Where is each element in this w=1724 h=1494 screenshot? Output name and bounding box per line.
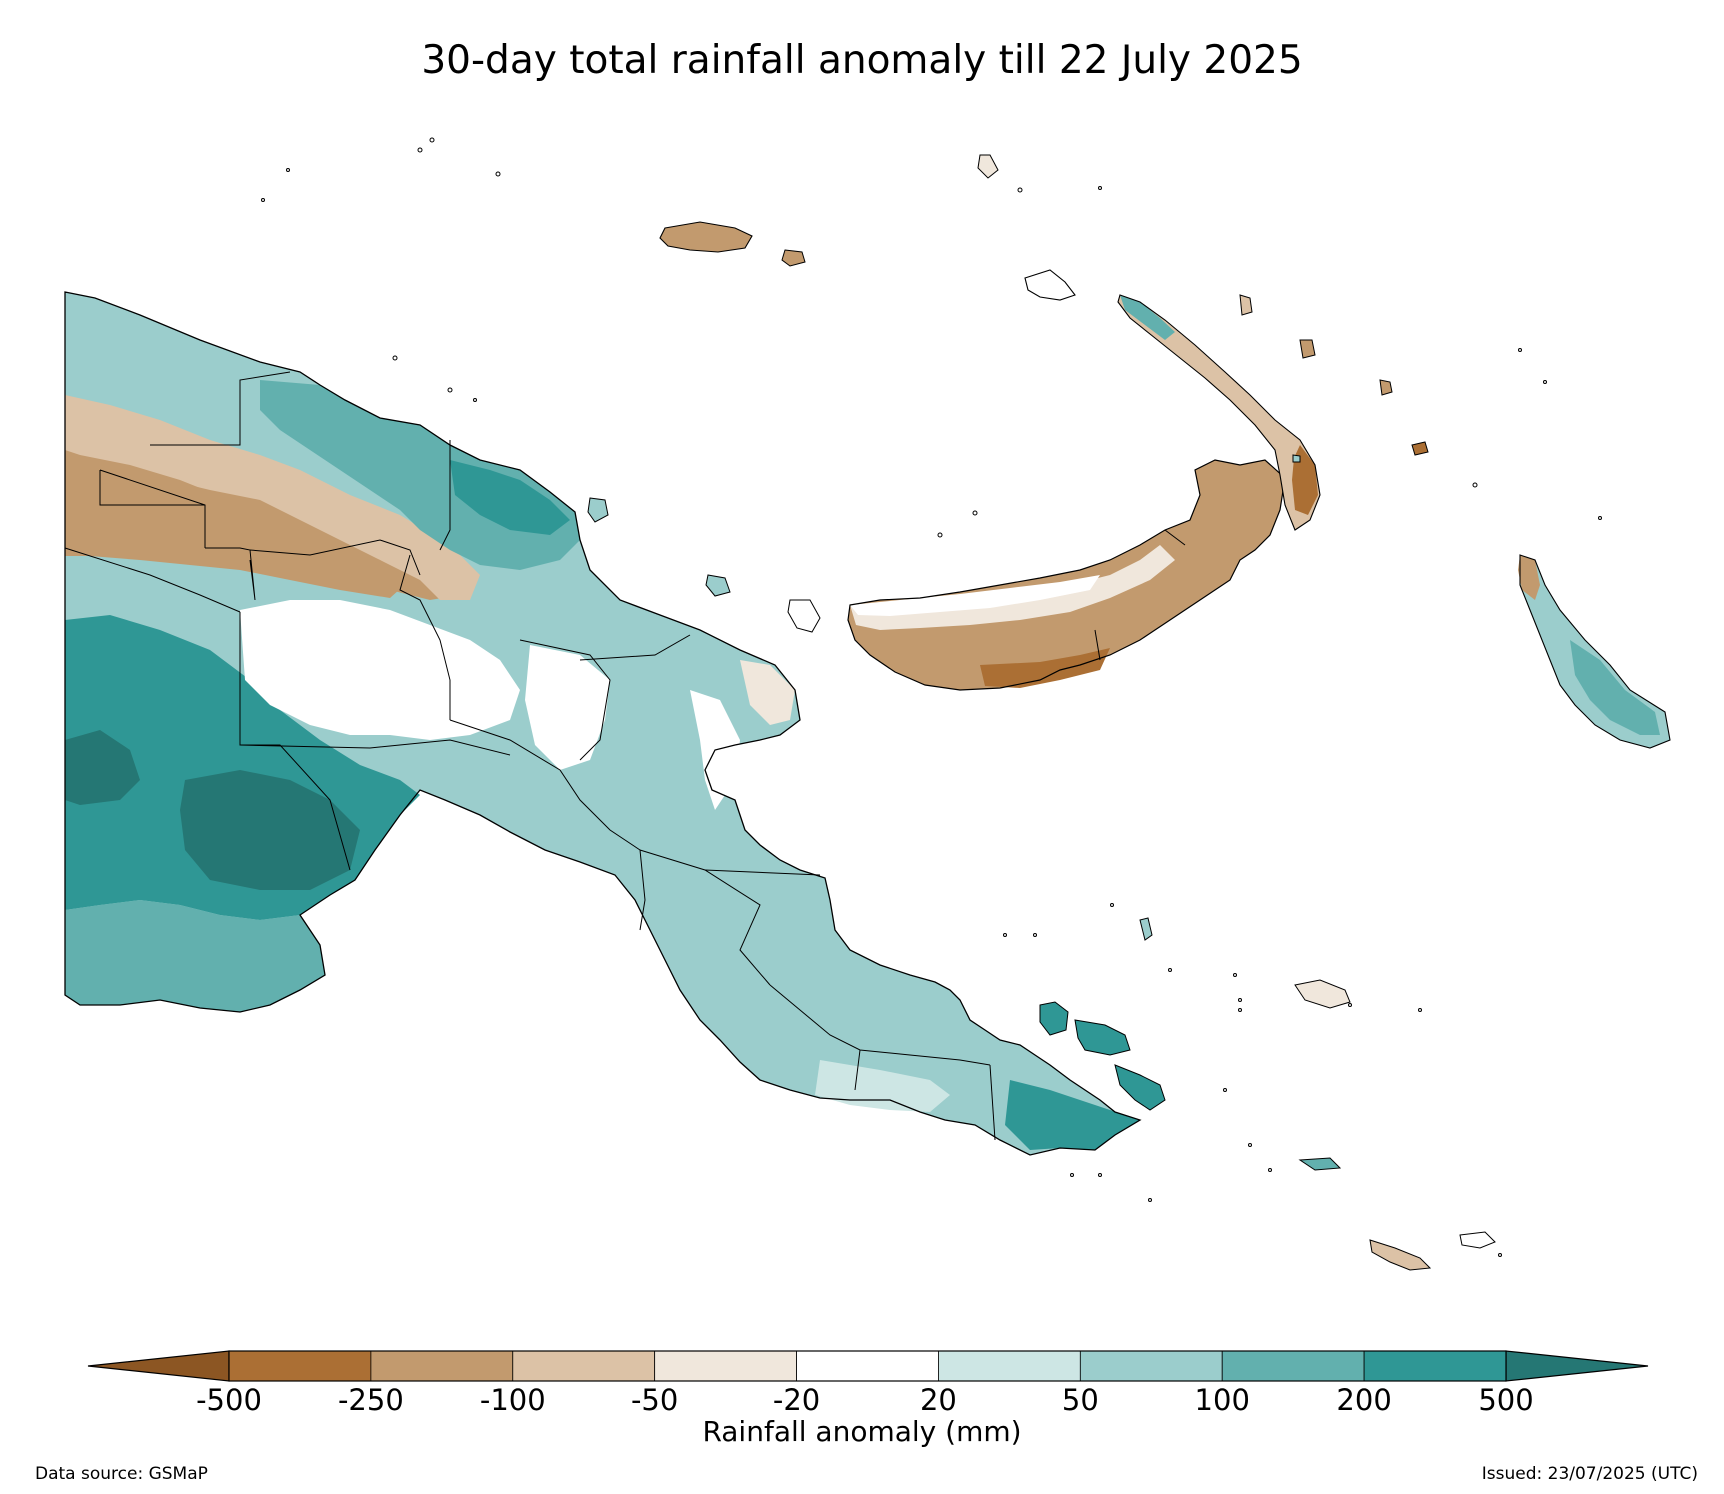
new-britain-base	[848, 460, 1285, 690]
colorbar-tick-label: 100	[1194, 1383, 1250, 1417]
colorbar-bin	[370, 1350, 514, 1382]
scattered-islets	[261, 137, 1602, 1257]
colorbar-tick-label: -50	[630, 1383, 679, 1417]
long-island	[705, 574, 731, 597]
colorbar-tick-label: -250	[337, 1383, 404, 1417]
colorbar-bin	[1221, 1350, 1365, 1382]
colorbar-label: Rainfall anomaly (mm)	[702, 1415, 1022, 1448]
provincial-boundaries	[64, 371, 996, 1141]
trobriand-island	[1139, 917, 1153, 941]
rossel-island	[1369, 1239, 1432, 1271]
misima-island	[1298, 1157, 1342, 1171]
woodlark-island	[1294, 979, 1351, 1009]
colorbar-tick-label: -20	[772, 1383, 821, 1417]
tabar-island	[1239, 294, 1253, 316]
mainland-new-guinea	[64, 291, 1142, 1156]
bougainville-island	[1518, 554, 1671, 749]
colorbar-bin	[228, 1350, 372, 1382]
fergusson-island	[1074, 1019, 1131, 1056]
colorbar-tick-label: 20	[919, 1383, 957, 1417]
sudest-island	[1459, 1231, 1496, 1249]
anomaly-neutral-east-highlands	[525, 645, 610, 770]
bougainville-dry	[1518, 555, 1540, 600]
colorbar-extend-low	[87, 1350, 230, 1382]
colorbar-bin	[1079, 1350, 1223, 1382]
anomaly-very-wet-core-2	[65, 730, 140, 805]
colorbar-bin	[796, 1350, 939, 1382]
goodenough-island	[1039, 1001, 1069, 1036]
buka-island	[1379, 379, 1393, 396]
anomaly-wet-southwest-edge	[65, 900, 325, 1012]
new-ireland-wet-tip	[1120, 295, 1175, 340]
umboi-island	[787, 599, 821, 633]
bougainville-wet-core	[1570, 640, 1660, 735]
colorbar-tick-label: -500	[196, 1383, 262, 1417]
new-britain-neutral	[850, 575, 1100, 616]
lihir-island	[1299, 339, 1316, 359]
new-hanover	[1024, 269, 1076, 301]
map-title: 30-day total rainfall anomaly till 22 Ju…	[421, 38, 1303, 83]
colorbar-tick-label: 50	[1061, 1383, 1099, 1417]
anomaly-very-wet-core	[180, 770, 360, 890]
new-britain-dry-core	[980, 648, 1110, 688]
colorbar-extend-high	[1505, 1350, 1649, 1382]
new-britain-island	[847, 459, 1286, 691]
anomaly-light-dry-morobe	[740, 660, 795, 725]
issued-date-note: Issued: 23/07/2025 (UTC)	[1481, 1464, 1698, 1484]
karkar-island	[587, 497, 609, 523]
normanby-island	[1114, 1064, 1166, 1111]
new-ireland-coast	[1117, 294, 1321, 531]
bougainville-coast	[1519, 554, 1671, 749]
colorbar-bin	[1363, 1350, 1507, 1382]
colorbar-tick-label: -100	[479, 1383, 546, 1417]
colorbar-outline	[228, 1350, 1507, 1382]
new-britain-coast	[847, 459, 1286, 691]
anomaly-dry-core	[65, 470, 410, 598]
colorbar-tick-label: 500	[1478, 1383, 1534, 1417]
manus-small-island	[781, 249, 806, 267]
colorbar-tick-label: 200	[1336, 1383, 1392, 1417]
duke-of-york-island	[1292, 454, 1301, 463]
manus-island	[659, 221, 753, 253]
anomaly-dry-band-north-light	[65, 395, 480, 600]
data-source-note: Data source: GSMaP	[35, 1464, 208, 1484]
mussau-island	[977, 154, 999, 179]
anomaly-wet-milne-bay	[1005, 1080, 1140, 1150]
colorbar	[87, 1350, 1649, 1382]
colorbar-bin	[938, 1350, 1081, 1382]
colorbar-bin	[654, 1350, 797, 1382]
feni-island	[1411, 441, 1429, 456]
anomaly-light-wet-papua-coast	[815, 1060, 950, 1112]
colorbar-bin	[512, 1350, 656, 1382]
anomaly-wet-north-coast-core	[450, 460, 570, 535]
mainland-coastline	[64, 291, 1142, 1156]
